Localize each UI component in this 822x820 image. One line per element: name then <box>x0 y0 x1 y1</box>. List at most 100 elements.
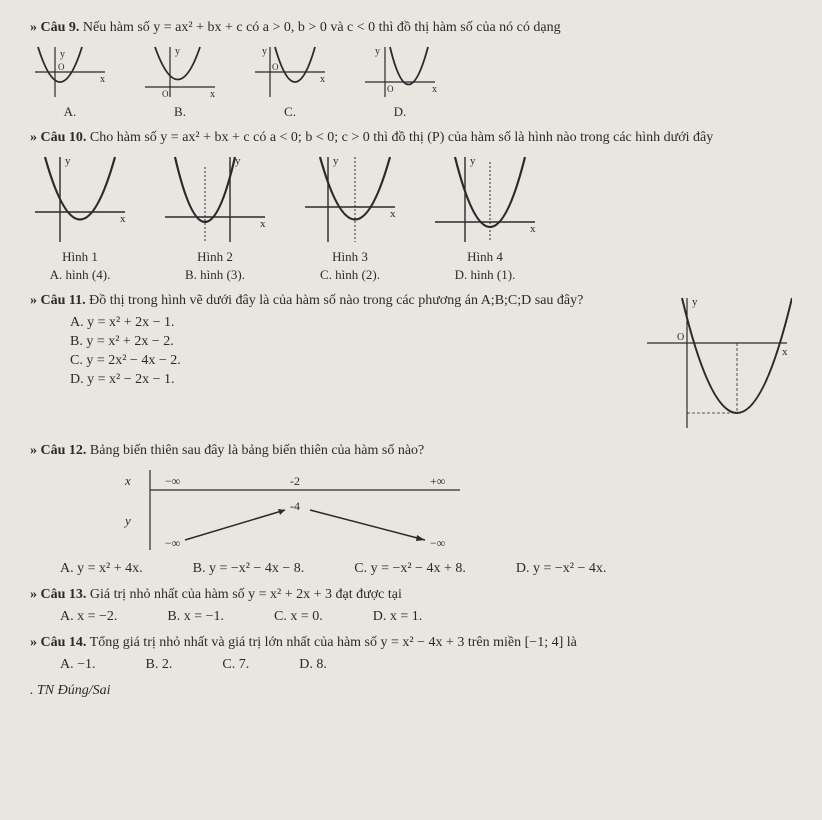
q10-fig4: y x Hình 4 D. hình (1). <box>430 152 540 283</box>
svg-text:x: x <box>320 74 325 85</box>
q12-label: » Câu 12. <box>30 443 86 458</box>
q10-h1: Hình 1 <box>62 249 98 265</box>
q12-c: C. y = −x² − 4x + 8. <box>354 561 466 577</box>
q9-graph-b: y x O <box>140 42 220 102</box>
svg-text:O: O <box>162 89 169 99</box>
question-10: » Câu 10. Cho hàm số y = ax² + bx + c có… <box>30 130 792 283</box>
q11-header: » Câu 11. Đồ thị trong hình vẽ dưới đây … <box>30 293 632 309</box>
question-9: » Câu 9. Nếu hàm số y = ax² + bx + c có … <box>30 20 792 120</box>
q10-graph-3: y x <box>300 152 400 247</box>
svg-text:y: y <box>333 155 339 167</box>
bbt-pinf: +∞ <box>430 474 445 488</box>
q10-figs: y x Hình 1 A. hình (4). y x Hình 2 B. hì… <box>30 152 792 283</box>
q14-options: A. −1. B. 2. C. 7. D. 8. <box>60 657 792 673</box>
q9-text: Nếu hàm số y = ax² + bx + c có a > 0, b … <box>83 20 561 35</box>
q10-a: A. hình (4). <box>50 267 111 283</box>
q9-b-label: B. <box>174 104 186 120</box>
q11-text: Đồ thị trong hình vẽ dưới đây là của hàm… <box>89 293 583 308</box>
svg-text:y: y <box>470 155 476 167</box>
svg-text:O: O <box>677 332 684 343</box>
svg-text:y: y <box>235 155 241 167</box>
question-14: » Câu 14. Tổng giá trị nhỏ nhất và giá t… <box>30 635 792 673</box>
q12-table: x y −∞ -2 +∞ -4 −∞ −∞ <box>110 465 792 555</box>
q10-h2: Hình 2 <box>197 249 233 265</box>
q13-header: » Câu 13. Giá trị nhỏ nhất của hàm số y … <box>30 587 792 603</box>
q13-c: C. x = 0. <box>274 609 323 625</box>
svg-text:y: y <box>65 155 71 167</box>
q14-label: » Câu 14. <box>30 635 86 650</box>
q9-graph-c: y x O <box>250 42 330 102</box>
q9-a-label: A. <box>64 104 77 120</box>
svg-text:O: O <box>387 84 394 94</box>
q12-bbt: x y −∞ -2 +∞ -4 −∞ −∞ <box>110 465 470 555</box>
q10-header: » Câu 10. Cho hàm số y = ax² + bx + c có… <box>30 130 792 146</box>
svg-text:O: O <box>58 62 65 72</box>
q9-opt-d: y x O D. <box>360 42 440 120</box>
q13-b: B. x = −1. <box>167 609 224 625</box>
svg-text:x: x <box>100 74 105 85</box>
q9-header: » Câu 9. Nếu hàm số y = ax² + bx + c có … <box>30 20 792 36</box>
bbt-y: y <box>123 513 131 528</box>
q10-d: D. hình (1). <box>455 267 516 283</box>
q9-d-label: D. <box>394 104 407 120</box>
svg-text:x: x <box>782 346 788 358</box>
q9-label: » Câu 9. <box>30 20 79 35</box>
q11-options: A. y = x² + 2x − 1. B. y = x² + 2x − 2. … <box>70 315 632 388</box>
q10-graph-4: y x <box>430 152 540 247</box>
svg-text:x: x <box>260 218 266 230</box>
q9-opt-a: y x O A. <box>30 42 110 120</box>
q14-b: B. 2. <box>146 657 173 673</box>
svg-text:x: x <box>120 213 126 225</box>
q14-text: Tổng giá trị nhỏ nhất và giá trị lớn nhấ… <box>90 635 577 650</box>
q9-opt-c: y x O C. <box>250 42 330 120</box>
q11-label: » Câu 11. <box>30 293 86 308</box>
q12-text: Bảng biến thiên sau đây là bảng biến thi… <box>90 443 424 458</box>
q13-label: » Câu 13. <box>30 587 86 602</box>
q11-graph: y x O <box>642 293 792 433</box>
svg-text:y: y <box>375 46 380 57</box>
q14-c: C. 7. <box>222 657 249 673</box>
footer: . TN Đúng/Sai <box>30 683 792 699</box>
q9-c-label: C. <box>284 104 296 120</box>
q10-text: Cho hàm số y = ax² + bx + c có a < 0; b … <box>90 130 713 145</box>
q12-d: D. y = −x² − 4x. <box>516 561 607 577</box>
bbt-ninf: −∞ <box>165 474 180 488</box>
question-12: » Câu 12. Bảng biến thiên sau đây là bản… <box>30 443 792 577</box>
q11-d: D. y = x² − 2x − 1. <box>70 372 632 388</box>
q14-header: » Câu 14. Tổng giá trị nhỏ nhất và giá t… <box>30 635 792 651</box>
svg-text:x: x <box>210 89 215 100</box>
q10-graph-2: y x <box>160 152 270 247</box>
q10-h4: Hình 4 <box>467 249 503 265</box>
q13-options: A. x = −2. B. x = −1. C. x = 0. D. x = 1… <box>60 609 792 625</box>
q11-c: C. y = 2x² − 4x − 2. <box>70 353 632 369</box>
q13-text: Giá trị nhỏ nhất của hàm số y = x² + 2x … <box>90 587 402 602</box>
q10-c: C. hình (2). <box>320 267 380 283</box>
bbt-val: -4 <box>290 499 300 513</box>
q12-options: A. y = x² + 4x. B. y = −x² − 4x − 8. C. … <box>60 561 792 577</box>
bbt-x: x <box>124 473 131 488</box>
q12-header: » Câu 12. Bảng biến thiên sau đây là bản… <box>30 443 792 459</box>
q11-b: B. y = x² + 2x − 2. <box>70 334 632 350</box>
q10-b: B. hình (3). <box>185 267 245 283</box>
svg-text:x: x <box>390 208 396 220</box>
q9-graph-a: y x O <box>30 42 110 102</box>
q10-fig2: y x Hình 2 B. hình (3). <box>160 152 270 283</box>
q9-graph-d: y x O <box>360 42 440 102</box>
svg-text:y: y <box>262 46 267 57</box>
question-11: » Câu 11. Đồ thị trong hình vẽ dưới đây … <box>30 293 792 433</box>
q12-a: A. y = x² + 4x. <box>60 561 143 577</box>
q10-label: » Câu 10. <box>30 130 86 145</box>
svg-text:O: O <box>272 62 279 72</box>
q10-graph-1: y x <box>30 152 130 247</box>
q14-a: A. −1. <box>60 657 96 673</box>
svg-text:y: y <box>175 46 180 57</box>
q14-d: D. 8. <box>299 657 327 673</box>
bbt-bl: −∞ <box>165 536 180 550</box>
svg-text:y: y <box>692 296 698 308</box>
bbt-br: −∞ <box>430 536 445 550</box>
svg-text:x: x <box>530 223 536 235</box>
svg-text:x: x <box>432 84 437 95</box>
question-13: » Câu 13. Giá trị nhỏ nhất của hàm số y … <box>30 587 792 625</box>
q13-d: D. x = 1. <box>373 609 423 625</box>
q9-opt-b: y x O B. <box>140 42 220 120</box>
